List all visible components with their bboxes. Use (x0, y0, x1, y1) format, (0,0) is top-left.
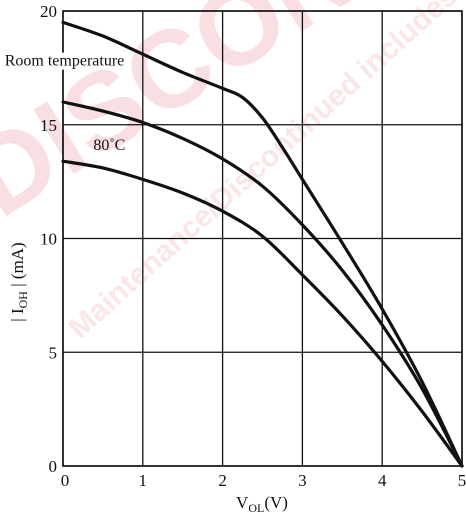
x-tick-label: 0 (61, 471, 70, 490)
x-tick-label: 5 (458, 471, 466, 490)
grid (62, 10, 463, 467)
series-label-bg (2, 52, 127, 70)
x-axis-title: VOL(V) (236, 493, 288, 515)
x-tick-label: 2 (218, 471, 227, 490)
x-tick-label: 1 (139, 471, 148, 490)
y-tick-label: 5 (49, 343, 58, 362)
series-labels: –30˚C Room temperature 80˚C (2, 0, 151, 154)
series-line-2 (61, 159, 464, 468)
y-axis-title: | IOH | (mA) (8, 242, 30, 321)
series-line-1 (61, 100, 464, 468)
x-tick-label: 3 (298, 471, 307, 490)
series-label-0: –30˚C (110, 0, 151, 1)
y-tick-label: 0 (49, 457, 58, 476)
x-tick-label: 4 (378, 471, 387, 490)
plot-frame (62, 10, 463, 467)
series-label-2: 80˚C (93, 137, 125, 154)
y-tick-label: 15 (40, 116, 57, 135)
y-tick-label: 10 (40, 230, 57, 249)
series-line-0 (61, 20, 464, 468)
tick-labels: 0 1 2 3 4 5 0 5 10 15 20 (40, 2, 466, 490)
series-lines (61, 20, 464, 468)
series-label-1: Room temperature (5, 53, 125, 70)
y-tick-label: 20 (40, 2, 57, 21)
